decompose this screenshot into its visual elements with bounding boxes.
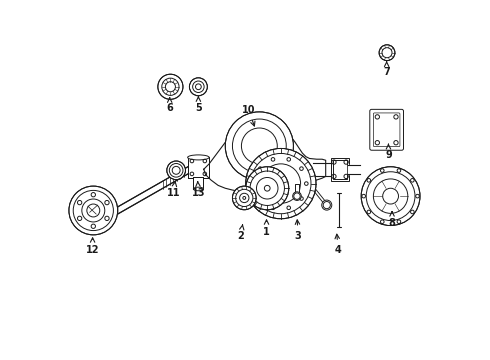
Text: 4: 4 [335,234,342,255]
FancyBboxPatch shape [370,109,403,150]
Circle shape [293,192,301,201]
Bar [333,159,347,179]
Text: 12: 12 [86,238,99,255]
Polygon shape [295,184,299,196]
Text: 9: 9 [385,144,392,160]
Bar [188,157,209,178]
Polygon shape [204,122,326,195]
Circle shape [323,202,330,209]
Text: 3: 3 [294,220,301,240]
Text: 8: 8 [389,212,395,228]
Text: 6: 6 [166,98,173,113]
Text: 1: 1 [263,220,270,237]
Polygon shape [348,165,360,174]
Circle shape [69,186,118,235]
Polygon shape [118,164,193,214]
Text: 13: 13 [192,182,205,198]
Circle shape [225,112,294,180]
Circle shape [245,148,316,219]
Bar [194,177,203,189]
Text: 10: 10 [242,105,255,126]
Circle shape [322,200,332,210]
Circle shape [232,186,256,210]
Circle shape [361,167,420,226]
Text: 5: 5 [195,97,202,113]
Text: 11: 11 [167,182,180,198]
Circle shape [167,161,186,180]
Ellipse shape [188,155,209,160]
Circle shape [158,74,183,99]
Ellipse shape [194,187,203,191]
Text: 7: 7 [383,62,390,77]
Text: 2: 2 [237,225,244,240]
Bar [188,157,209,178]
Bar [331,158,349,181]
Bar [194,177,203,189]
Polygon shape [313,163,343,176]
Circle shape [190,78,207,96]
Circle shape [379,45,395,60]
Circle shape [245,167,289,210]
